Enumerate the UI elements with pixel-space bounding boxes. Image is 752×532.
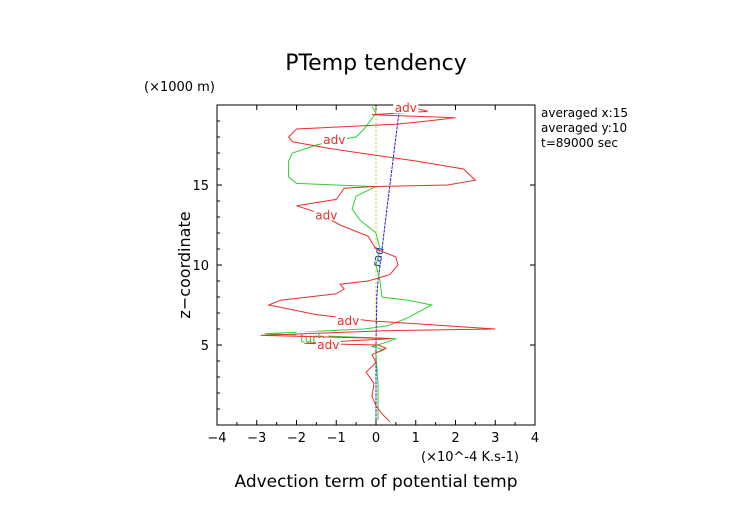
y-unit-label: (×1000 m) [144, 80, 215, 95]
series-label-adv: adv [315, 208, 337, 222]
info-line-1: averaged x:15 [541, 106, 628, 120]
series-line-turb [264, 106, 434, 421]
y-tick-label: 5 [201, 339, 209, 354]
info-line-3: t=89000 sec [541, 136, 618, 150]
series-label-adv: adv [337, 314, 359, 328]
y-axis-title: z−coordinate [175, 211, 194, 318]
x-tick-label: 3 [491, 431, 499, 446]
series-label-adv: adv [323, 133, 345, 147]
series-label-bg [313, 208, 339, 221]
series-label-bg [335, 314, 361, 326]
x-tick-label: −2 [287, 431, 306, 446]
chart-title: PTemp tendency [285, 51, 467, 76]
series-label-adv: adv [395, 101, 417, 115]
x-tick-label: 0 [372, 431, 380, 446]
x-tick-label: 4 [531, 431, 539, 446]
x-tick-label: −1 [327, 431, 346, 446]
y-tick-label: 10 [192, 259, 209, 274]
series-label-adv: adv [317, 338, 339, 352]
series-line-rad [375, 106, 401, 421]
series-label-bg [393, 101, 419, 114]
x-tick-label: −4 [207, 431, 226, 446]
y-axis: 5 10 15 [192, 120, 535, 410]
info-line-2: averaged y:10 [541, 121, 627, 135]
x-unit-label: (×10^-4 K.s-1) [421, 450, 519, 465]
x-tick-label: 1 [412, 431, 420, 446]
series-label-bg [315, 338, 341, 350]
series-line-adv [260, 107, 496, 423]
x-axis-title: Advection term of potential temp [234, 472, 517, 492]
series-label-bg [321, 133, 347, 146]
info-text-block: averaged x:15 averaged y:10 t=89000 sec [541, 106, 628, 150]
x-axis: −4 −3 −2 −1 0 1 2 3 4 [207, 105, 539, 446]
x-tick-label: 2 [451, 431, 459, 446]
x-tick-label: −3 [247, 431, 266, 446]
y-tick-label: 15 [192, 179, 209, 194]
